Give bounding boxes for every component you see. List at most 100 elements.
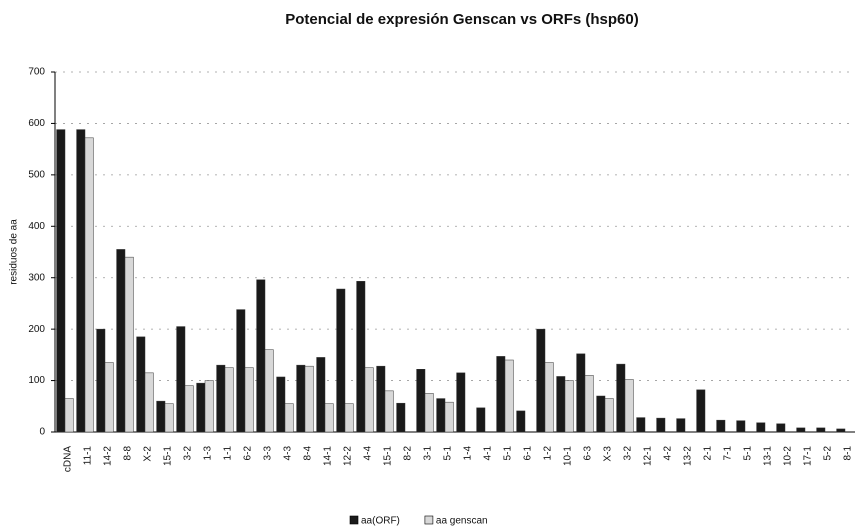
x-tick-label: 8-2: [403, 446, 414, 461]
x-tick-label: 4-4: [363, 446, 374, 461]
bar: [176, 326, 186, 433]
bar: [436, 398, 446, 433]
x-tick-label: 4-1: [483, 446, 494, 461]
x-tick-label: 13-2: [683, 446, 694, 466]
y-tick-label: 500: [28, 169, 45, 180]
x-tick-label: 15-1: [383, 446, 394, 466]
bar: [136, 336, 146, 433]
bar: [184, 385, 194, 433]
x-tick-label: 4-3: [283, 446, 294, 461]
bar: [564, 380, 574, 433]
bar: [296, 364, 306, 433]
bar: [424, 393, 434, 433]
y-tick-label: 200: [28, 324, 45, 335]
bar: [756, 422, 766, 433]
bar: [216, 364, 226, 433]
bar: [456, 372, 466, 433]
x-tick-label: 8-1: [843, 446, 854, 461]
x-tick-label: 5-2: [823, 446, 834, 461]
bar: [816, 427, 826, 433]
bar: [496, 356, 506, 433]
bar: [164, 403, 174, 433]
x-tick-label: 1-2: [543, 446, 554, 461]
bar: [624, 379, 634, 433]
x-tick-label: 1-4: [463, 446, 474, 461]
x-tick-label: 12-1: [643, 446, 654, 466]
bar: [676, 418, 686, 433]
bar: [736, 420, 746, 433]
bar: [344, 403, 354, 433]
x-tick-label: 13-1: [763, 446, 774, 466]
bar: [636, 417, 646, 433]
legend-label: aa(ORF): [361, 516, 400, 527]
bar: [384, 390, 394, 433]
bar: [204, 380, 214, 433]
bar: [416, 369, 426, 433]
bar: [144, 372, 154, 433]
x-tick-label: 3-2: [183, 446, 194, 461]
bar: [504, 359, 514, 433]
x-tick-label: 7-1: [723, 446, 734, 461]
bar: [96, 328, 106, 433]
bar: [696, 389, 706, 433]
bar: [196, 382, 206, 433]
y-tick-label: 100: [28, 375, 45, 386]
x-tick-label: 4-2: [663, 446, 674, 461]
bar: [656, 417, 666, 433]
x-tick-label: 6-2: [243, 446, 254, 461]
bar: [356, 281, 366, 433]
bar: [444, 401, 454, 433]
y-tick-label: 400: [28, 221, 45, 232]
x-tick-label: 2-1: [703, 446, 714, 461]
legend-label: aa genscan: [436, 516, 488, 527]
y-tick-label: 700: [28, 67, 45, 78]
bar: [156, 400, 166, 433]
bar: [224, 367, 234, 433]
x-tick-label: 11-1: [83, 446, 94, 466]
bar: [596, 395, 606, 433]
bar: [56, 129, 66, 433]
x-tick-label: 5-1: [503, 446, 514, 461]
x-tick-label: 1-3: [203, 446, 214, 461]
bar: [604, 398, 614, 433]
bar: [244, 367, 254, 433]
bar: [64, 398, 74, 433]
x-tick-label: 17-1: [803, 446, 814, 466]
x-tick-label: 5-1: [743, 446, 754, 461]
legend-swatch: [424, 515, 434, 525]
bar: [616, 363, 626, 433]
bar: [264, 349, 274, 433]
x-tick-label: 8-4: [303, 446, 314, 461]
bar: [104, 362, 114, 433]
x-tick-label: 14-2: [103, 446, 114, 466]
bar: [716, 419, 726, 433]
bar: [316, 357, 326, 433]
bar: [256, 279, 266, 433]
chart-title: Potencial de expresión Genscan vs ORFs (…: [285, 11, 638, 28]
x-tick-label: 10-1: [563, 446, 574, 466]
bar: [304, 365, 314, 433]
legend-swatch: [349, 515, 359, 525]
y-axis-title: residuos de aa: [9, 219, 20, 285]
x-tick-label: 14-1: [323, 446, 334, 466]
x-tick-label: 8-8: [123, 446, 134, 461]
x-tick-label: 1-1: [223, 446, 234, 461]
bar: [376, 365, 386, 433]
bar: [284, 403, 294, 433]
bar: [536, 328, 546, 433]
x-tick-label: 5-1: [443, 446, 454, 461]
bar: [76, 129, 86, 433]
y-tick-label: 0: [39, 427, 45, 438]
bar: [776, 423, 786, 433]
x-tick-label: 12-2: [343, 446, 354, 466]
x-tick-label: 3-2: [623, 446, 634, 461]
bar: [556, 376, 566, 433]
bar: [336, 288, 346, 433]
bar: [836, 428, 846, 433]
bar: [516, 410, 526, 433]
bar: [124, 256, 134, 433]
x-tick-label: 10-2: [783, 446, 794, 466]
x-tick-label: 15-1: [163, 446, 174, 466]
x-tick-label: 6-3: [583, 446, 594, 461]
bar: [396, 402, 406, 433]
